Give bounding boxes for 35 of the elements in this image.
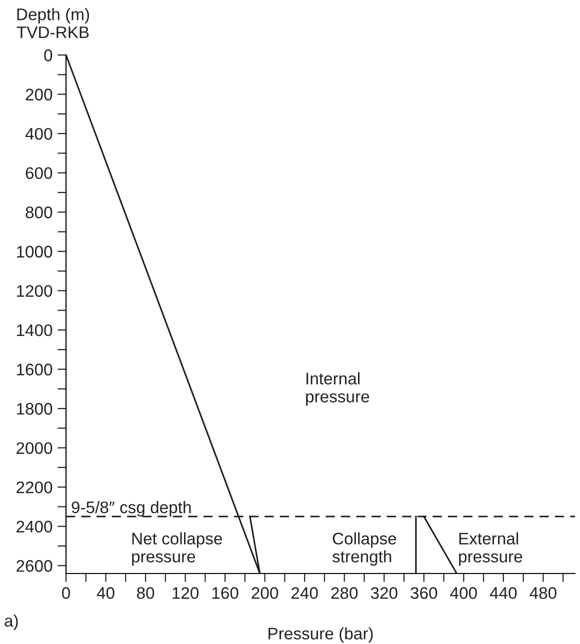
x-tick-label: 160 <box>212 587 238 599</box>
y-tick-label: 800 <box>26 206 52 218</box>
annotation: Collapse strength <box>332 532 396 566</box>
x-tick-label: 320 <box>370 587 398 599</box>
y-tick-label: 400 <box>25 128 52 140</box>
x-tick-label: 40 <box>96 587 114 599</box>
ref-line-label: 9-5/8″ csg depth <box>72 501 191 517</box>
x-tick-label: 0 <box>62 587 70 599</box>
y-tick-label: 0 <box>44 49 52 62</box>
y-tick-label: 2200 <box>16 481 52 494</box>
y-tick-label: 1400 <box>17 324 52 336</box>
x-tick-label: 480 <box>530 587 556 599</box>
y-tick-label: 200 <box>26 88 52 100</box>
y-tick-label: 2400 <box>16 520 52 533</box>
y-tick-label: 1800 <box>17 402 52 415</box>
y-tick-label: 600 <box>26 167 52 180</box>
y-tick-label: 2000 <box>16 442 52 454</box>
annotation: Net collapse pressure <box>132 532 222 566</box>
text: a) <box>4 614 18 630</box>
annotation: Internal pressure <box>306 372 370 406</box>
x-axis-title: Pressure (bar) <box>268 627 373 643</box>
x-tick-label: 120 <box>172 587 199 599</box>
x-tick-label: 200 <box>252 587 278 599</box>
x-tick-label: 440 <box>490 587 517 599</box>
x-tick-label: 360 <box>410 587 438 599</box>
x-tick-label: 80 <box>136 587 154 599</box>
x-tick-label: 400 <box>450 587 477 599</box>
x-tick-label: 240 <box>292 587 318 599</box>
y-tick-label: 1200 <box>17 285 52 297</box>
y-tick-label: 1600 <box>17 364 52 376</box>
annotation: External pressure <box>459 532 522 566</box>
y-tick-label: 1000 <box>17 246 52 258</box>
y-tick-label: 2600 <box>16 560 52 572</box>
x-tick-label: 280 <box>331 587 358 599</box>
y-axis-title: Depth (m) TVD-RKB <box>16 8 90 38</box>
